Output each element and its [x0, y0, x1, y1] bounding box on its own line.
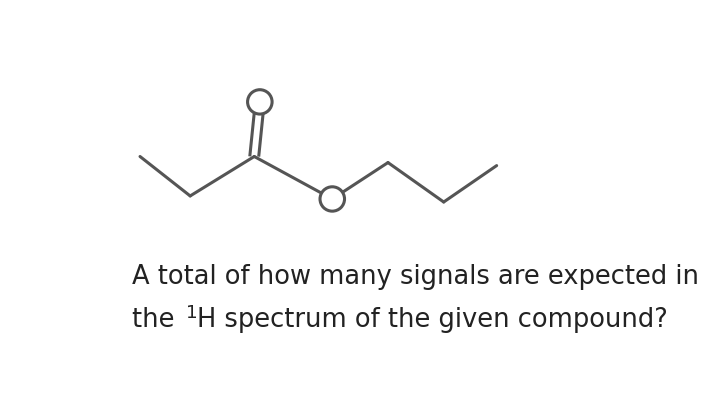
Text: the: the: [132, 307, 183, 333]
Text: H spectrum of the given compound?: H spectrum of the given compound?: [197, 307, 668, 333]
Ellipse shape: [320, 187, 344, 211]
Text: A total of how many signals are expected in: A total of how many signals are expected…: [132, 264, 699, 290]
Ellipse shape: [247, 90, 272, 114]
Text: 1: 1: [186, 304, 198, 322]
